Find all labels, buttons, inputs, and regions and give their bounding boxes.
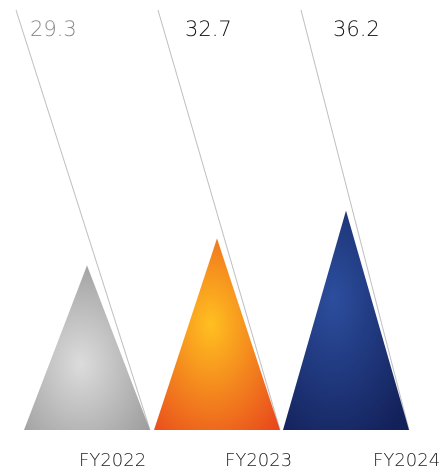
bar-fy2023 xyxy=(154,238,280,430)
bar-fy2022 xyxy=(24,265,150,430)
value-label-fy2023: 32.7 xyxy=(185,17,232,41)
value-label-fy2024: 36.2 xyxy=(333,17,380,41)
leader-line-fy2023 xyxy=(157,9,281,431)
category-label-fy2023: FY2023 xyxy=(225,450,292,471)
leader-line-fy2024 xyxy=(300,9,410,431)
category-label-fy2024: FY2024 xyxy=(373,450,440,471)
bar-fy2024 xyxy=(283,210,409,430)
leader-line-fy2022 xyxy=(15,9,151,431)
category-label-fy2022: FY2022 xyxy=(79,450,146,471)
value-label-fy2022: 29.3 xyxy=(30,17,77,41)
